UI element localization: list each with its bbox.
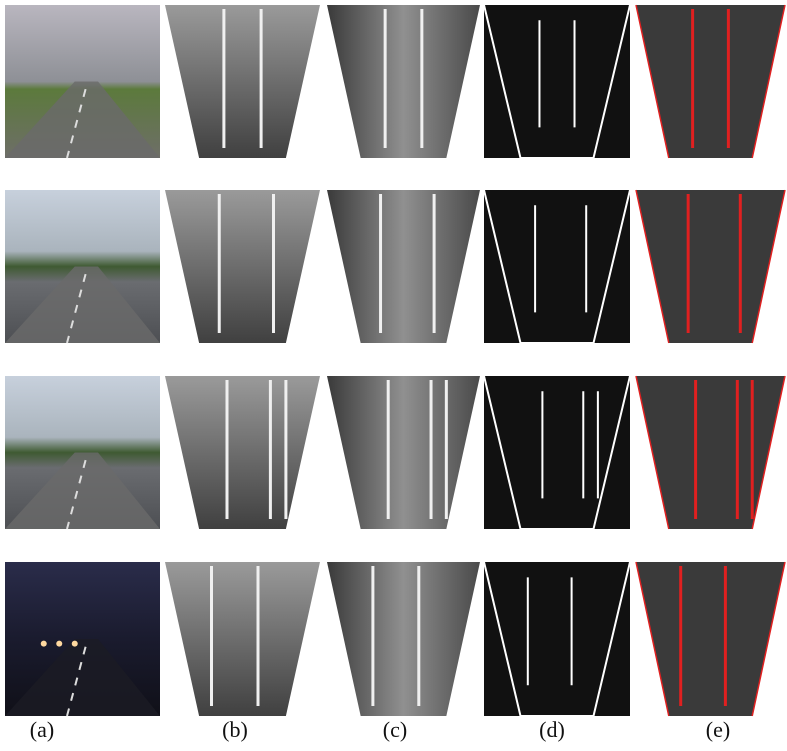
birdseye-view [165,562,320,716]
column-label: (a) [30,717,54,742]
column-label: (d) [539,717,565,742]
birdseye-view [327,190,480,343]
birdseye-view [636,190,785,343]
column-label: (e) [706,717,730,742]
headlight [72,641,78,647]
birdseye-view [327,562,480,716]
binary-image [484,562,630,716]
headlight [41,641,47,647]
birdseye-view [327,5,480,158]
image-grid [5,5,785,716]
birdseye-view [636,376,785,529]
column-label: (c) [383,717,407,742]
birdseye-view [165,5,320,158]
birdseye-view [327,376,480,529]
birdseye-view [636,5,785,158]
binary-image [484,376,630,529]
birdseye-view [165,190,320,343]
figure: (a) (b) (c) (d) (e) [0,0,787,751]
column-label: (b) [222,717,248,742]
birdseye-view [165,376,320,529]
binary-image [484,5,630,158]
headlight [56,641,62,647]
binary-image [484,190,630,343]
birdseye-view [636,562,785,716]
